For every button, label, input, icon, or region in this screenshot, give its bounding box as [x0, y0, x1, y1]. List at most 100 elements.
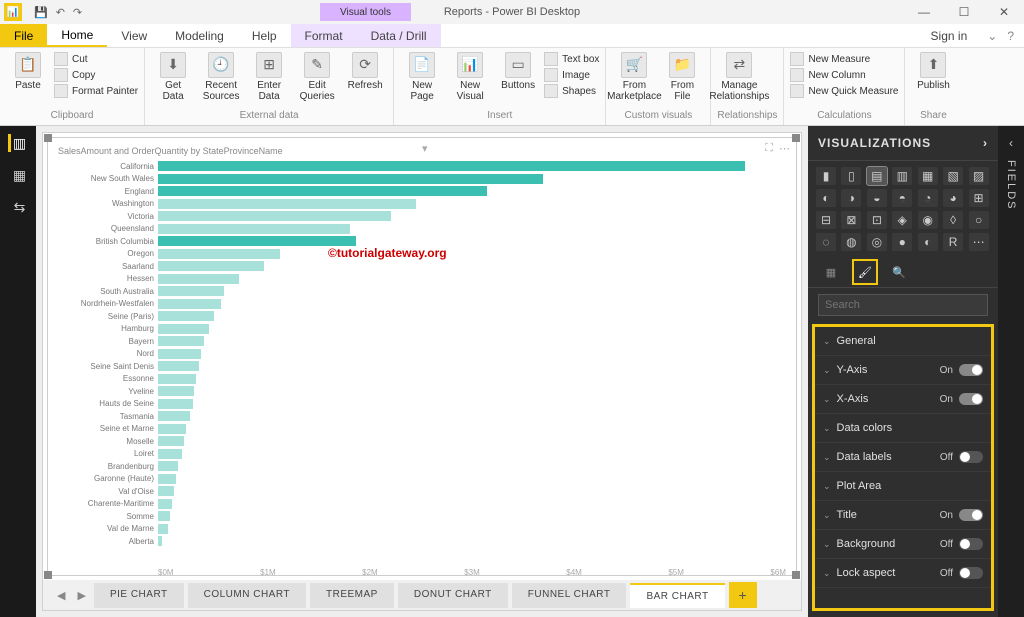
- bar[interactable]: [158, 386, 194, 396]
- search-input[interactable]: [818, 294, 988, 316]
- expand-fields-icon[interactable]: ‹: [1009, 136, 1013, 150]
- viz-type-icon[interactable]: ▤: [867, 167, 887, 185]
- publish-button[interactable]: ⬆Publish: [911, 52, 955, 91]
- bar[interactable]: [158, 486, 174, 496]
- chevron-down-icon[interactable]: ⌄: [987, 29, 997, 43]
- manage-relationships-button[interactable]: ⇄Manage Relationships: [717, 52, 761, 102]
- undo-icon[interactable]: ↶: [56, 6, 65, 19]
- viz-type-icon[interactable]: ◍: [841, 233, 861, 251]
- new-column-button[interactable]: New Column: [790, 68, 898, 82]
- bar[interactable]: [158, 161, 745, 171]
- bar[interactable]: [158, 436, 184, 446]
- resize-handle[interactable]: [792, 571, 800, 579]
- format-item[interactable]: ⌄Y-AxisOn: [815, 356, 991, 385]
- new-quick-measure-button[interactable]: New Quick Measure: [790, 84, 898, 98]
- menu-modeling[interactable]: Modeling: [161, 24, 238, 47]
- report-canvas[interactable]: ▾ ⛶ ⋯ SalesAmount and OrderQuantity by S…: [42, 132, 802, 611]
- menu-data-drill[interactable]: Data / Drill: [357, 24, 441, 47]
- add-page-button[interactable]: +: [729, 582, 757, 608]
- viz-type-icon[interactable]: ◉: [918, 211, 938, 229]
- format-item[interactable]: ⌄BackgroundOff: [815, 530, 991, 559]
- page-tab[interactable]: BAR CHART: [630, 583, 724, 608]
- buttons-button[interactable]: ▭Buttons: [496, 52, 540, 91]
- close-button[interactable]: ✕: [984, 0, 1024, 24]
- bar[interactable]: [158, 511, 170, 521]
- new-visual-button[interactable]: 📊New Visual: [448, 52, 492, 102]
- viz-type-icon[interactable]: ▧: [943, 167, 963, 185]
- menu-file[interactable]: File: [0, 24, 47, 47]
- page-tab[interactable]: FUNNEL CHART: [512, 583, 627, 608]
- viz-type-icon[interactable]: ◈: [892, 211, 912, 229]
- bar[interactable]: [158, 199, 416, 209]
- image-button[interactable]: Image: [544, 68, 599, 82]
- bar[interactable]: [158, 224, 350, 234]
- paste-button[interactable]: 📋Paste: [6, 52, 50, 91]
- format-painter-button[interactable]: Format Painter: [54, 84, 138, 98]
- text-box-button[interactable]: Text box: [544, 52, 599, 66]
- recent-sources-button[interactable]: 🕘Recent Sources: [199, 52, 243, 102]
- from-marketplace-button[interactable]: 🛒From Marketplace: [612, 52, 656, 102]
- bar[interactable]: [158, 374, 196, 384]
- help-icon[interactable]: ?: [1007, 29, 1014, 43]
- resize-handle[interactable]: [792, 134, 800, 142]
- bar[interactable]: [158, 299, 221, 309]
- bar-chart-visual[interactable]: ▾ ⛶ ⋯ SalesAmount and OrderQuantity by S…: [47, 137, 797, 576]
- bar[interactable]: [158, 236, 356, 246]
- viz-type-icon[interactable]: ⊞: [969, 189, 989, 207]
- viz-type-icon[interactable]: ⊠: [841, 211, 861, 229]
- viz-type-icon[interactable]: ⊟: [816, 211, 836, 229]
- bar[interactable]: [158, 411, 190, 421]
- viz-type-icon[interactable]: ◑: [841, 189, 861, 207]
- bar[interactable]: [158, 274, 239, 284]
- bar[interactable]: [158, 349, 201, 359]
- bar[interactable]: [158, 449, 182, 459]
- copy-button[interactable]: Copy: [54, 68, 138, 82]
- viz-type-icon[interactable]: ◐: [816, 189, 836, 207]
- menu-view[interactable]: View: [107, 24, 161, 47]
- from-file-button[interactable]: 📁From File: [660, 52, 704, 102]
- format-item[interactable]: ⌄Data labelsOff: [815, 443, 991, 472]
- menu-help[interactable]: Help: [238, 24, 291, 47]
- bar[interactable]: [158, 361, 199, 371]
- viz-type-icon[interactable]: ▨: [969, 167, 989, 185]
- format-item[interactable]: ⌄Plot Area: [815, 472, 991, 501]
- toggle-switch[interactable]: [959, 538, 983, 550]
- page-tab[interactable]: TREEMAP: [310, 583, 394, 608]
- viz-type-icon[interactable]: ▥: [892, 167, 912, 185]
- bar[interactable]: [158, 336, 204, 346]
- format-item[interactable]: ⌄TitleOn: [815, 501, 991, 530]
- toggle-switch[interactable]: [959, 451, 983, 463]
- page-tab[interactable]: COLUMN CHART: [188, 583, 306, 608]
- bar[interactable]: [158, 174, 543, 184]
- drill-icon[interactable]: ▾: [422, 142, 442, 154]
- fields-tab-icon[interactable]: ▦: [822, 263, 840, 281]
- tabs-next-icon[interactable]: ▶: [73, 589, 89, 602]
- format-item[interactable]: ⌄X-AxisOn: [815, 385, 991, 414]
- toggle-switch[interactable]: [959, 393, 983, 405]
- bar[interactable]: [158, 211, 391, 221]
- new-measure-button[interactable]: New Measure: [790, 52, 898, 66]
- sign-in-link[interactable]: Sign in: [921, 24, 978, 47]
- save-icon[interactable]: 💾: [34, 6, 48, 19]
- bar[interactable]: [158, 324, 209, 334]
- resize-handle[interactable]: [44, 134, 52, 142]
- minimize-button[interactable]: —: [904, 0, 944, 24]
- viz-type-icon[interactable]: R: [943, 233, 963, 251]
- menu-format[interactable]: Format: [291, 24, 357, 47]
- get-data-button[interactable]: ⬇Get Data: [151, 52, 195, 102]
- toggle-switch[interactable]: [959, 364, 983, 376]
- viz-type-icon[interactable]: ◕: [943, 189, 963, 207]
- bar[interactable]: [158, 249, 280, 259]
- refresh-button[interactable]: ⟳Refresh: [343, 52, 387, 91]
- resize-handle[interactable]: [44, 571, 52, 579]
- viz-type-icon[interactable]: ●: [892, 233, 912, 251]
- enter-data-button[interactable]: ⊞Enter Data: [247, 52, 291, 102]
- fields-panel-collapsed[interactable]: ‹ FIELDS: [998, 126, 1024, 617]
- viz-type-icon[interactable]: ○: [969, 211, 989, 229]
- edit-queries-button[interactable]: ✎Edit Queries: [295, 52, 339, 102]
- viz-type-icon[interactable]: ▮: [816, 167, 836, 185]
- viz-type-icon[interactable]: ◌: [816, 233, 836, 251]
- bar[interactable]: [158, 311, 214, 321]
- bar[interactable]: [158, 424, 186, 434]
- viz-type-icon[interactable]: ▦: [918, 167, 938, 185]
